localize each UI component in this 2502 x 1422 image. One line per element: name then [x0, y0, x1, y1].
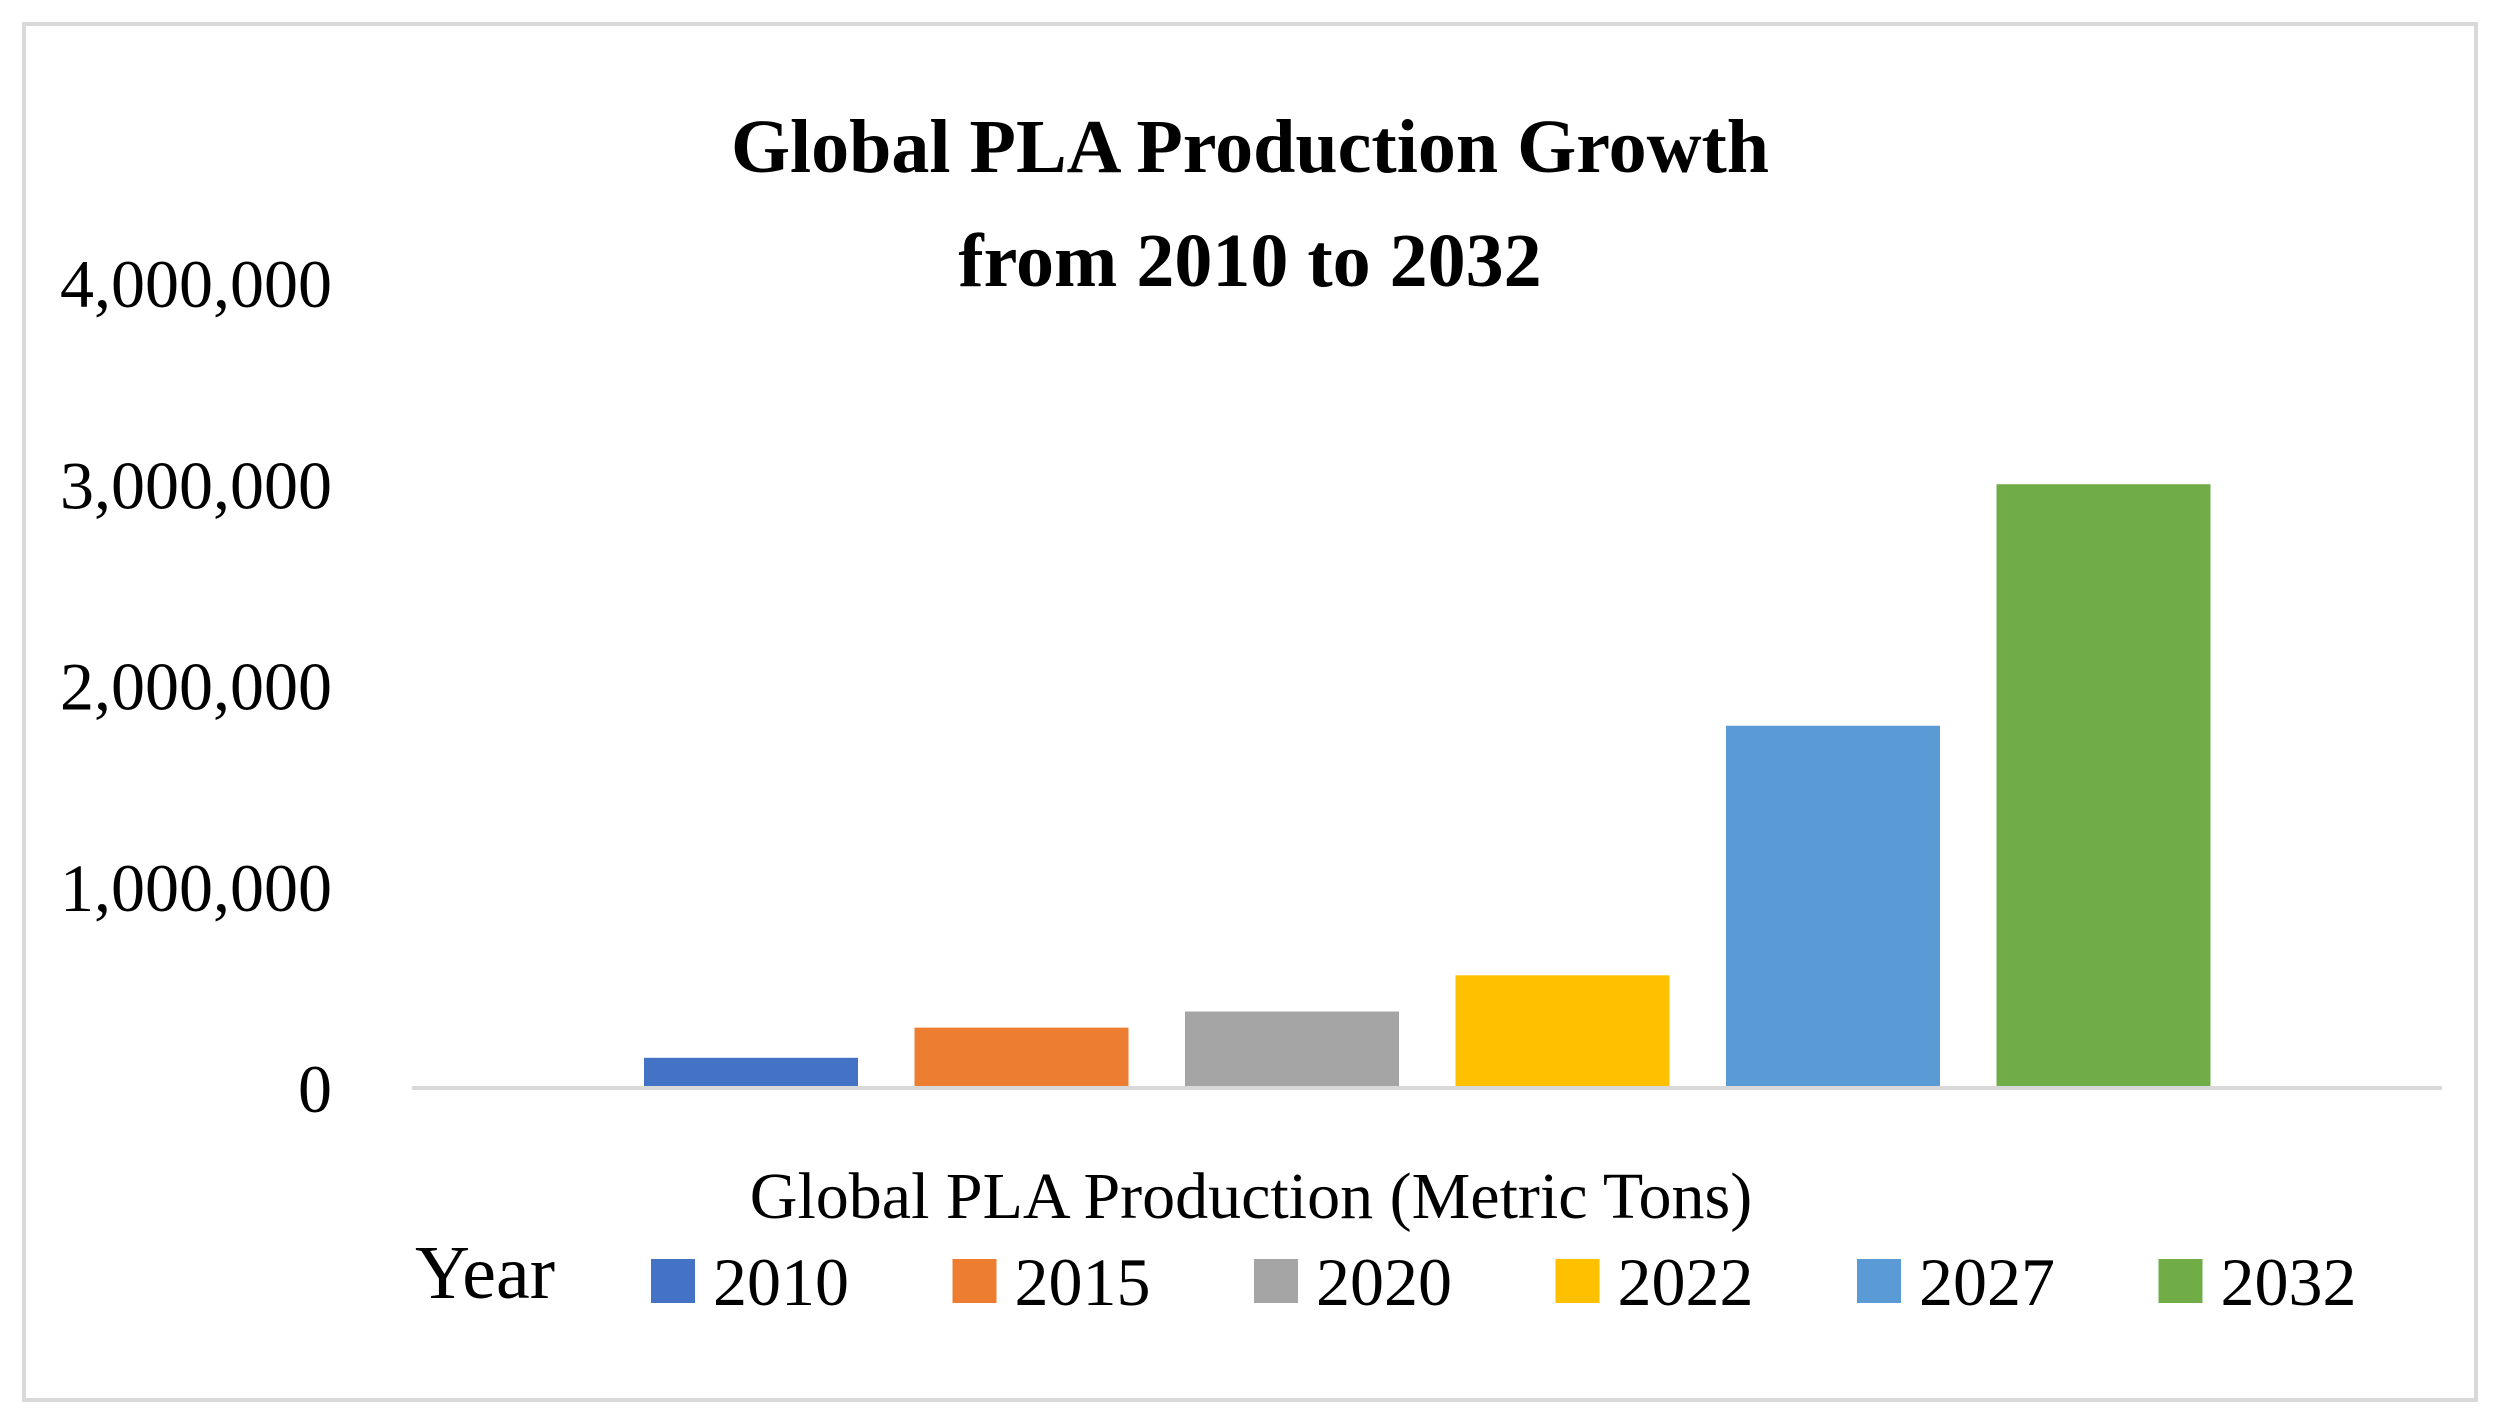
legend-label-2027: 2027 — [1919, 1244, 2055, 1320]
y-tick-label: 4,000,000 — [60, 246, 332, 322]
bar-2022 — [1455, 975, 1670, 1088]
legend-items: 2010 2015 2020 2022 2027 2032 — [651, 1244, 2357, 1320]
legend-label-2022: 2022 — [1618, 1244, 1754, 1320]
y-tick-label: 3,000,000 — [60, 447, 332, 523]
y-axis-tick-labels: 0 1,000,000 2,000,000 3,000,000 4,000,000 — [60, 246, 332, 1127]
legend-swatch-2015 — [952, 1259, 997, 1303]
legend-label-2015: 2015 — [1015, 1244, 1151, 1320]
bar-2032 — [1996, 484, 2211, 1088]
legend-label-2020: 2020 — [1316, 1244, 1452, 1320]
bar-2010 — [644, 1057, 858, 1088]
legend: Year 2010 2015 2020 2022 2027 2032 — [415, 1231, 2357, 1320]
legend-swatch-2032 — [2158, 1259, 2203, 1303]
bars — [644, 484, 2211, 1088]
bar-2020 — [1185, 1011, 1399, 1088]
x-axis-label: Global PLA Production (Metric Tons) — [750, 1160, 1752, 1233]
y-tick-label: 1,000,000 — [60, 850, 332, 926]
chart-title-line-1: Global PLA Production Growth — [731, 105, 1769, 189]
legend-swatch-2010 — [651, 1259, 695, 1303]
legend-swatch-2022 — [1555, 1259, 1600, 1303]
bar-2015 — [914, 1027, 1129, 1088]
legend-swatch-2027 — [1857, 1259, 1901, 1303]
chart-title-line-2: from 2010 to 2032 — [958, 219, 1541, 303]
legend-title: Year — [415, 1231, 555, 1315]
y-tick-label: 0 — [298, 1051, 332, 1127]
legend-swatch-2020 — [1254, 1259, 1298, 1303]
legend-label-2032: 2032 — [2221, 1244, 2357, 1320]
chart-title: Global PLA Production Growth from 2010 t… — [731, 105, 1769, 303]
y-tick-label: 2,000,000 — [60, 649, 332, 725]
legend-label-2010: 2010 — [713, 1244, 849, 1320]
bar-2027 — [1726, 725, 1940, 1088]
